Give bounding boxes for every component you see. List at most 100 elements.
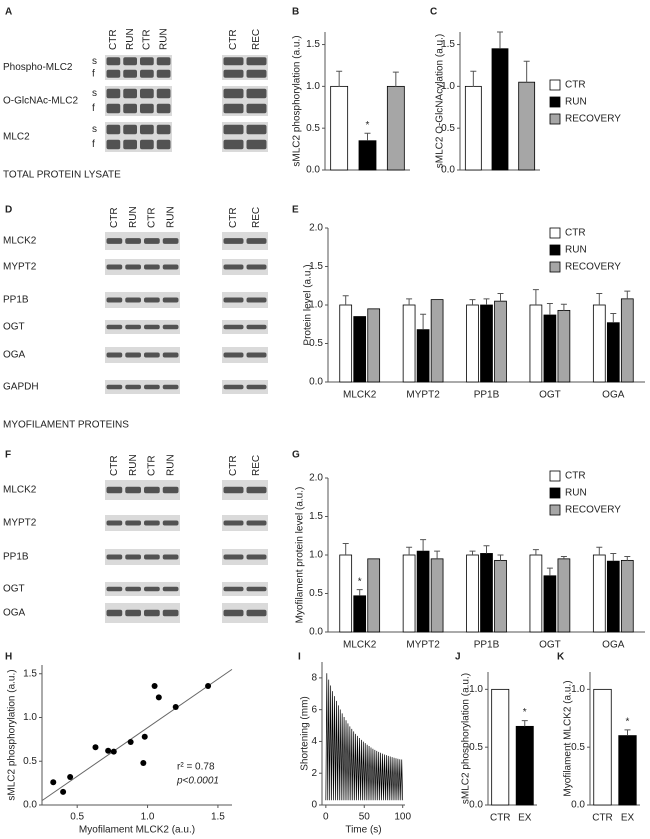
lane-label: RUN	[165, 454, 176, 476]
row-label: MYPT2	[3, 518, 37, 529]
blot-band	[223, 57, 244, 66]
blot-band	[144, 264, 160, 270]
bar	[494, 559, 507, 633]
error-bar	[420, 539, 427, 552]
x-tick-label: OGA	[602, 390, 625, 401]
error-bar	[532, 289, 539, 305]
bar	[557, 309, 571, 383]
legend-swatch	[549, 227, 561, 239]
legend-label: RECOVERY	[565, 262, 621, 273]
legend-label: RUN	[565, 245, 587, 256]
lane-label: CTR	[108, 29, 119, 50]
blot-band	[223, 238, 244, 244]
bar	[339, 554, 353, 633]
row-label: OGT	[3, 322, 25, 333]
lane-label: CTR	[228, 207, 239, 228]
lane-label: CTR	[109, 455, 120, 476]
band-label: s	[92, 56, 97, 67]
blot-background	[222, 515, 268, 531]
x-tick-label: 0.5	[70, 812, 84, 823]
blot-band	[144, 554, 160, 560]
bar	[491, 688, 510, 806]
fit-line	[41, 668, 233, 802]
blot-band	[246, 520, 267, 526]
panel-letter: K	[557, 652, 565, 663]
y-tick-label: 0.0	[309, 627, 323, 638]
blot-band	[106, 609, 123, 617]
error-bar	[532, 549, 539, 555]
y-tick-label: 0.5	[306, 123, 320, 134]
error-bar	[364, 132, 371, 141]
error-bar	[546, 567, 553, 576]
bar	[402, 554, 416, 633]
error-bar	[483, 298, 490, 305]
blot-band	[162, 609, 179, 617]
blot-band	[123, 69, 137, 78]
x-tick-label: 0	[323, 812, 329, 823]
point	[155, 694, 162, 701]
panel-letter: G	[292, 450, 300, 461]
blot-band	[162, 297, 179, 303]
blot-band	[246, 238, 267, 244]
blot-band	[125, 586, 141, 592]
error-bar	[420, 313, 427, 330]
blot-band	[162, 520, 179, 526]
bar	[592, 554, 606, 633]
legend-label: RECOVERY	[565, 114, 621, 125]
error-bar	[596, 292, 603, 305]
bar	[606, 322, 620, 383]
y-tick-label: 0.5	[309, 588, 323, 599]
row-label: MLCK2	[3, 236, 37, 247]
blot-background	[105, 259, 180, 275]
blot-band	[246, 69, 267, 78]
x-tick-label: MYPT2	[406, 640, 440, 651]
error-bar	[392, 71, 399, 87]
error-bar	[610, 312, 617, 323]
row-label: MYPT2	[3, 262, 37, 273]
lane-label: CTR	[147, 455, 158, 476]
legend-swatch	[549, 244, 561, 256]
bar	[606, 560, 620, 633]
bar	[386, 85, 405, 171]
x-tick-label: 1.5	[211, 812, 225, 823]
point	[140, 760, 147, 766]
x-axis-label: Myofilament MLCK2 (a.u.)	[79, 825, 195, 836]
legend-label: RUN	[565, 488, 587, 499]
blot-band	[125, 264, 141, 270]
section-title: MYOFILAMENT PROTEINS	[3, 420, 129, 431]
blot-band	[123, 103, 137, 114]
blot-background	[222, 292, 268, 308]
blot-band	[144, 238, 160, 244]
blot-background	[222, 603, 268, 623]
legend-swatch	[549, 487, 561, 499]
y-tick-label: 2	[311, 768, 317, 779]
legend-swatch	[549, 504, 561, 516]
band-label: f	[92, 68, 95, 79]
y-tick-label: 1.5	[309, 511, 323, 522]
blot-band	[106, 88, 121, 99]
bar	[618, 735, 637, 806]
y-axis-label: sMLC2 phosphorylation (a.u.)	[7, 669, 18, 800]
x-tick-label: 50	[359, 812, 371, 823]
blot-background	[222, 259, 268, 275]
blot-band	[106, 264, 123, 270]
bar	[529, 554, 543, 633]
blot-background	[105, 347, 180, 363]
blot-band	[156, 124, 171, 135]
blot-band	[156, 69, 171, 78]
blot-band	[123, 124, 137, 135]
lane-label: CTR	[109, 207, 120, 228]
blot-band	[106, 586, 123, 592]
row-label: PP1B	[3, 552, 29, 563]
blot-band	[223, 520, 244, 526]
blot-background	[222, 582, 268, 596]
row-label: Phospho-MLC2	[3, 62, 73, 73]
point	[92, 744, 99, 751]
y-tick-label: 1.0	[571, 684, 585, 695]
blot-band	[246, 88, 267, 99]
blot-band	[223, 352, 244, 358]
bar	[518, 81, 536, 171]
y-axis-label: Myofilament protein level (a.u.)	[295, 487, 306, 624]
blot-band	[106, 324, 123, 330]
blot-band	[246, 297, 267, 303]
